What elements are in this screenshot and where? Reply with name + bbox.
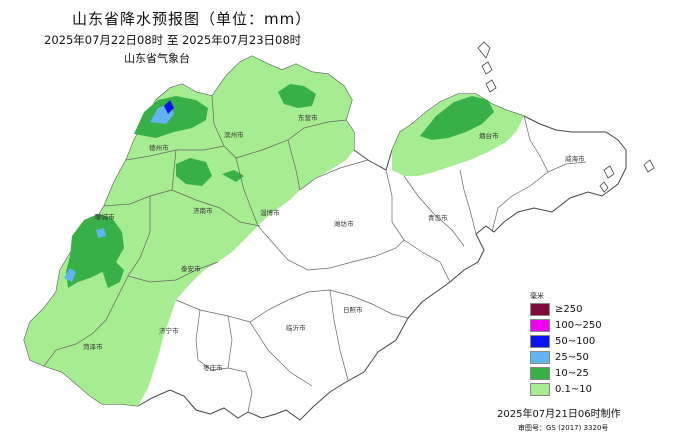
- city-label-jinan: 济南市: [193, 206, 213, 215]
- legend-row-2: 100~250: [530, 319, 634, 332]
- map-title: 山东省降水预报图（单位：mm）: [72, 10, 312, 28]
- legend-label-2: 100~250: [555, 320, 602, 331]
- rain-zone-blue-liaocheng-2: [96, 228, 106, 238]
- legend-swatch-1: [530, 303, 550, 316]
- rain-zone-mid-dongying: [278, 84, 316, 108]
- city-label-qingdao: 青岛市: [428, 213, 448, 222]
- city-label-taian: 泰安市: [181, 264, 201, 273]
- legend-swatch-4: [530, 351, 550, 364]
- city-label-rizhao: 日照市: [343, 305, 363, 314]
- legend-row-4: 25~50: [530, 351, 634, 364]
- forecast-period: 2025年07月22日08时 至 2025年07月23日08时: [44, 33, 302, 47]
- legend-row-1: ≥250: [530, 303, 634, 316]
- legend-row-5: 10~25: [530, 367, 634, 380]
- city-labels: 德州市 滨州市 东营市 烟台市 威海市 聊城市 济南市 淄博市 潍坊市 青岛市 …: [83, 113, 585, 372]
- city-label-dezhou: 德州市: [149, 143, 169, 152]
- legend-swatch-5: [530, 367, 550, 380]
- legend-label-6: 0.1~10: [555, 384, 593, 395]
- legend-row-3: 50~100: [530, 335, 634, 348]
- legend-swatch-6: [530, 383, 550, 396]
- legend-label-1: ≥250: [555, 304, 583, 315]
- city-label-liaocheng: 聊城市: [95, 212, 115, 221]
- legend-swatch-2: [530, 319, 550, 332]
- rain-zone-mid-liaocheng: [66, 214, 124, 288]
- legend-row-6: 0.1~10: [530, 383, 634, 396]
- rain-zone-mid-zibo: [222, 170, 244, 182]
- legend-unit: 毫米: [530, 292, 544, 300]
- rain-zone-mid-yantai: [420, 96, 494, 140]
- rain-zone-darkblue-dezhou: [164, 100, 174, 114]
- city-label-heze: 菏泽市: [83, 342, 103, 351]
- islands: [477, 41, 655, 193]
- city-label-yantai: 烟台市: [479, 131, 499, 140]
- city-label-weihai: 威海市: [565, 154, 585, 163]
- rain-zone-mid-jinan: [176, 158, 212, 186]
- legend-label-3: 50~100: [555, 336, 596, 347]
- legend-label-5: 10~25: [555, 368, 589, 379]
- legend-swatch-3: [530, 335, 550, 348]
- city-label-binzhou: 滨州市: [224, 130, 244, 139]
- city-label-zibo: 淄博市: [260, 208, 280, 217]
- rain-zone-mid-south: [102, 262, 124, 288]
- agency-name: 山东省气象台: [124, 52, 190, 65]
- made-at-text: 2025年07月21日06时制作: [497, 409, 621, 420]
- city-boundaries: [43, 95, 587, 413]
- city-label-jining: 济宁市: [159, 326, 179, 335]
- rain-zone-blue-liaocheng: [64, 268, 76, 282]
- city-label-linyi: 临沂市: [286, 323, 306, 332]
- review-number: 审图号：GS (2017) 3320号: [518, 424, 609, 432]
- legend-label-4: 25~50: [555, 352, 589, 363]
- city-label-weifang: 潍坊市: [334, 219, 354, 228]
- city-label-zaozhuang: 枣庄市: [203, 363, 223, 372]
- city-label-dongying: 东营市: [298, 113, 318, 122]
